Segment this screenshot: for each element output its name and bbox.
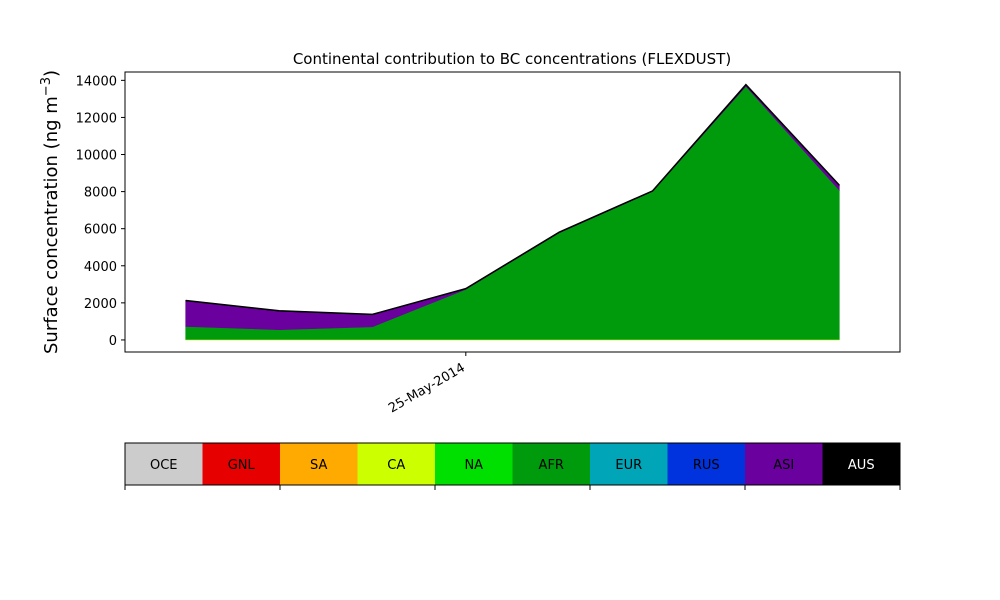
y-tick-label: 4000: [84, 260, 117, 275]
y-tick-label: 8000: [84, 186, 117, 201]
x-tick-label: 25-May-2014: [386, 360, 468, 416]
colorbar-swatch-gnl: [202, 443, 281, 485]
total-outline: [185, 83, 840, 316]
plot-frame: [124, 71, 901, 353]
y-axis-label: Surface concentration (ng m−3): [39, 70, 62, 354]
colorbar-swatch-rus: [667, 443, 746, 485]
y-tick-label: 10000: [76, 149, 117, 164]
y-tick-label: 6000: [84, 223, 117, 238]
colorbar-label-gnl: GNL: [228, 458, 256, 473]
area-afr: [185, 85, 840, 340]
colorbar-label-aus: AUS: [848, 458, 875, 473]
colorbar-swatch-eur: [590, 443, 668, 485]
colorbar-label-oce: OCE: [150, 458, 178, 473]
colorbar-swatch-ca: [357, 443, 436, 485]
y-axis-label-close: ): [41, 70, 62, 77]
colorbar-label-asi: ASI: [773, 458, 794, 473]
chart-title: Continental contribution to BC concentra…: [293, 50, 731, 68]
area-series-group: [185, 83, 840, 341]
colorbar-swatch-aus: [822, 443, 901, 485]
colorbar-swatch-sa: [280, 443, 358, 485]
y-tick-label: 12000: [76, 111, 117, 126]
y-tick-label: 14000: [76, 74, 117, 89]
colorbar-swatch-na: [435, 443, 513, 485]
colorbar-label-afr: AFR: [539, 458, 564, 473]
y-axis-label-superscript: −3: [39, 77, 54, 96]
colorbar-swatch-oce: [125, 443, 203, 485]
colorbar-label-ca: CA: [387, 458, 405, 473]
y-axis: 0 2000 4000 6000 8000 10000 12000 14000: [76, 74, 125, 349]
y-tick-label: 0: [109, 334, 117, 349]
colorbar-label-rus: RUS: [693, 458, 720, 473]
colorbar-swatch-asi: [745, 443, 823, 485]
colorbar-frame: [124, 442, 901, 486]
x-axis: 25-May-2014: [386, 352, 468, 416]
colorbar-label-sa: SA: [310, 458, 327, 473]
colorbar-label-na: NA: [464, 458, 483, 473]
y-axis-label-main: Surface concentration (ng m: [41, 96, 62, 354]
colorbar-swatch-afr: [512, 443, 591, 485]
colorbar-label-eur: EUR: [615, 458, 642, 473]
y-tick-label: 2000: [84, 297, 117, 312]
colorbar-legend: OCE GNL SA CA NA AFR EUR RUS ASI AUS: [124, 442, 901, 490]
